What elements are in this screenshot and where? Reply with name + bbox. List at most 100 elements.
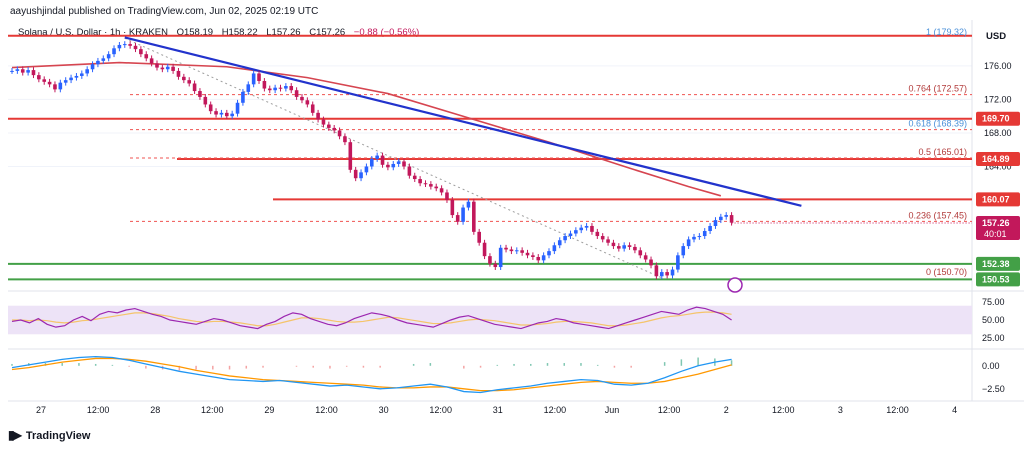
candle-body bbox=[63, 80, 68, 83]
candle-body bbox=[638, 250, 643, 256]
candle-body bbox=[273, 87, 277, 91]
time-tick-label: 12:00 bbox=[886, 405, 909, 415]
candle-body bbox=[606, 239, 610, 243]
rsi-ma-line bbox=[12, 311, 732, 327]
time-tick-label: 12:00 bbox=[658, 405, 681, 415]
time-tick-label: 27 bbox=[36, 405, 46, 415]
candle-body bbox=[466, 201, 471, 208]
candle-body bbox=[574, 230, 578, 234]
candle-body bbox=[31, 70, 36, 76]
candle-body bbox=[332, 127, 336, 131]
candle-body bbox=[182, 76, 186, 81]
time-axis: 27 12:00 28 12:00 29 12:00 30 12:00 31 12:00 Jun 12… bbox=[36, 405, 957, 415]
candle-body bbox=[192, 83, 197, 92]
candle-body bbox=[230, 113, 234, 117]
candle-body bbox=[133, 45, 138, 50]
candle-body bbox=[267, 88, 272, 91]
candle-body bbox=[327, 124, 331, 128]
macd-signal-line bbox=[11, 357, 732, 392]
candle-body bbox=[47, 81, 52, 85]
candle-body bbox=[37, 75, 41, 80]
macd-pane bbox=[11, 355, 733, 394]
candle-body bbox=[654, 265, 659, 277]
candle-body bbox=[686, 239, 691, 247]
price-axis: 176.00 172.00 168.00 164.00 169.70 164.89 160.… bbox=[976, 61, 1020, 394]
candle-body bbox=[649, 259, 653, 266]
candle-body bbox=[348, 142, 353, 170]
candle-body bbox=[316, 112, 320, 120]
candle-body bbox=[665, 272, 669, 276]
candle-body bbox=[579, 227, 584, 231]
price-tick-label: 164.00 bbox=[984, 161, 1012, 171]
rsi-tick-label: 75.00 bbox=[982, 297, 1005, 307]
candle-body bbox=[139, 49, 143, 55]
candle-body bbox=[412, 175, 417, 180]
candle-body bbox=[165, 66, 170, 70]
candle-body bbox=[552, 245, 557, 252]
candle-body bbox=[155, 63, 159, 68]
candle-body bbox=[617, 246, 621, 249]
candle-body bbox=[160, 67, 165, 70]
candle-body bbox=[364, 166, 369, 173]
current-price-label: 157.26 bbox=[982, 218, 1010, 228]
candle-body bbox=[149, 58, 154, 64]
candle-body bbox=[450, 200, 455, 216]
candle-body bbox=[106, 54, 111, 59]
candle-body bbox=[10, 70, 14, 72]
candle-body bbox=[482, 242, 487, 257]
ohlc-open: O158.19 bbox=[176, 27, 214, 38]
descending-trendline bbox=[124, 36, 802, 207]
candle-body bbox=[353, 169, 358, 179]
candle-body bbox=[203, 96, 208, 105]
candle-body bbox=[58, 82, 63, 90]
time-tick-label: 31 bbox=[493, 405, 503, 415]
candle-body bbox=[85, 69, 89, 74]
candles bbox=[10, 41, 743, 293]
candle-body bbox=[439, 188, 444, 193]
candle-body bbox=[262, 80, 267, 89]
candle-body bbox=[536, 256, 541, 261]
fib-label: 0.236 (157.45) bbox=[908, 210, 967, 220]
candle-body bbox=[80, 73, 84, 76]
time-tick-label: 12:00 bbox=[772, 405, 795, 415]
candle-body bbox=[144, 54, 149, 59]
level-tag-label: 164.89 bbox=[982, 154, 1010, 164]
candle-body bbox=[198, 91, 202, 97]
candle-body bbox=[321, 119, 326, 125]
candle-body bbox=[498, 247, 503, 268]
fib-diagonal bbox=[124, 37, 662, 279]
candle-body bbox=[445, 192, 449, 200]
time-tick-label: 28 bbox=[150, 405, 160, 415]
candle-body bbox=[509, 249, 514, 252]
candle-body bbox=[622, 245, 626, 249]
logo-text: TradingView bbox=[25, 430, 91, 442]
candle-body bbox=[472, 201, 476, 232]
candle-body bbox=[525, 252, 530, 256]
candle-body bbox=[563, 236, 567, 241]
tradingview-logo[interactable]: ▮▶ TradingView bbox=[8, 428, 90, 442]
flash-icon bbox=[727, 277, 743, 293]
candle-body bbox=[488, 256, 492, 264]
candle-body bbox=[69, 77, 73, 81]
candle-body bbox=[26, 70, 30, 73]
symbol-name[interactable]: Solana / U.S. Dollar · 1h · KRAKEN bbox=[18, 27, 168, 38]
candle-body bbox=[112, 48, 116, 55]
candle-body bbox=[396, 161, 401, 164]
level-tag-label: 169.70 bbox=[982, 114, 1010, 124]
ohlc-change: −0.88 (−0.56%) bbox=[353, 27, 420, 38]
candle-body bbox=[461, 207, 465, 222]
tv-logo-icon: ▮▶ bbox=[8, 428, 22, 442]
rsi-line bbox=[11, 306, 732, 330]
time-tick-label: 30 bbox=[379, 405, 389, 415]
candle-body bbox=[53, 84, 57, 90]
candle-body bbox=[74, 75, 79, 78]
candle-body bbox=[241, 91, 245, 103]
candle-body bbox=[294, 90, 299, 97]
level-tag-label: 152.38 bbox=[982, 259, 1010, 269]
symbol-legend: Solana / U.S. Dollar · 1h · KRAKEN O158.… bbox=[18, 27, 425, 38]
candle-body bbox=[407, 166, 412, 176]
candle-body bbox=[547, 251, 551, 256]
candle-body bbox=[514, 250, 519, 252]
candle-body bbox=[681, 246, 686, 256]
